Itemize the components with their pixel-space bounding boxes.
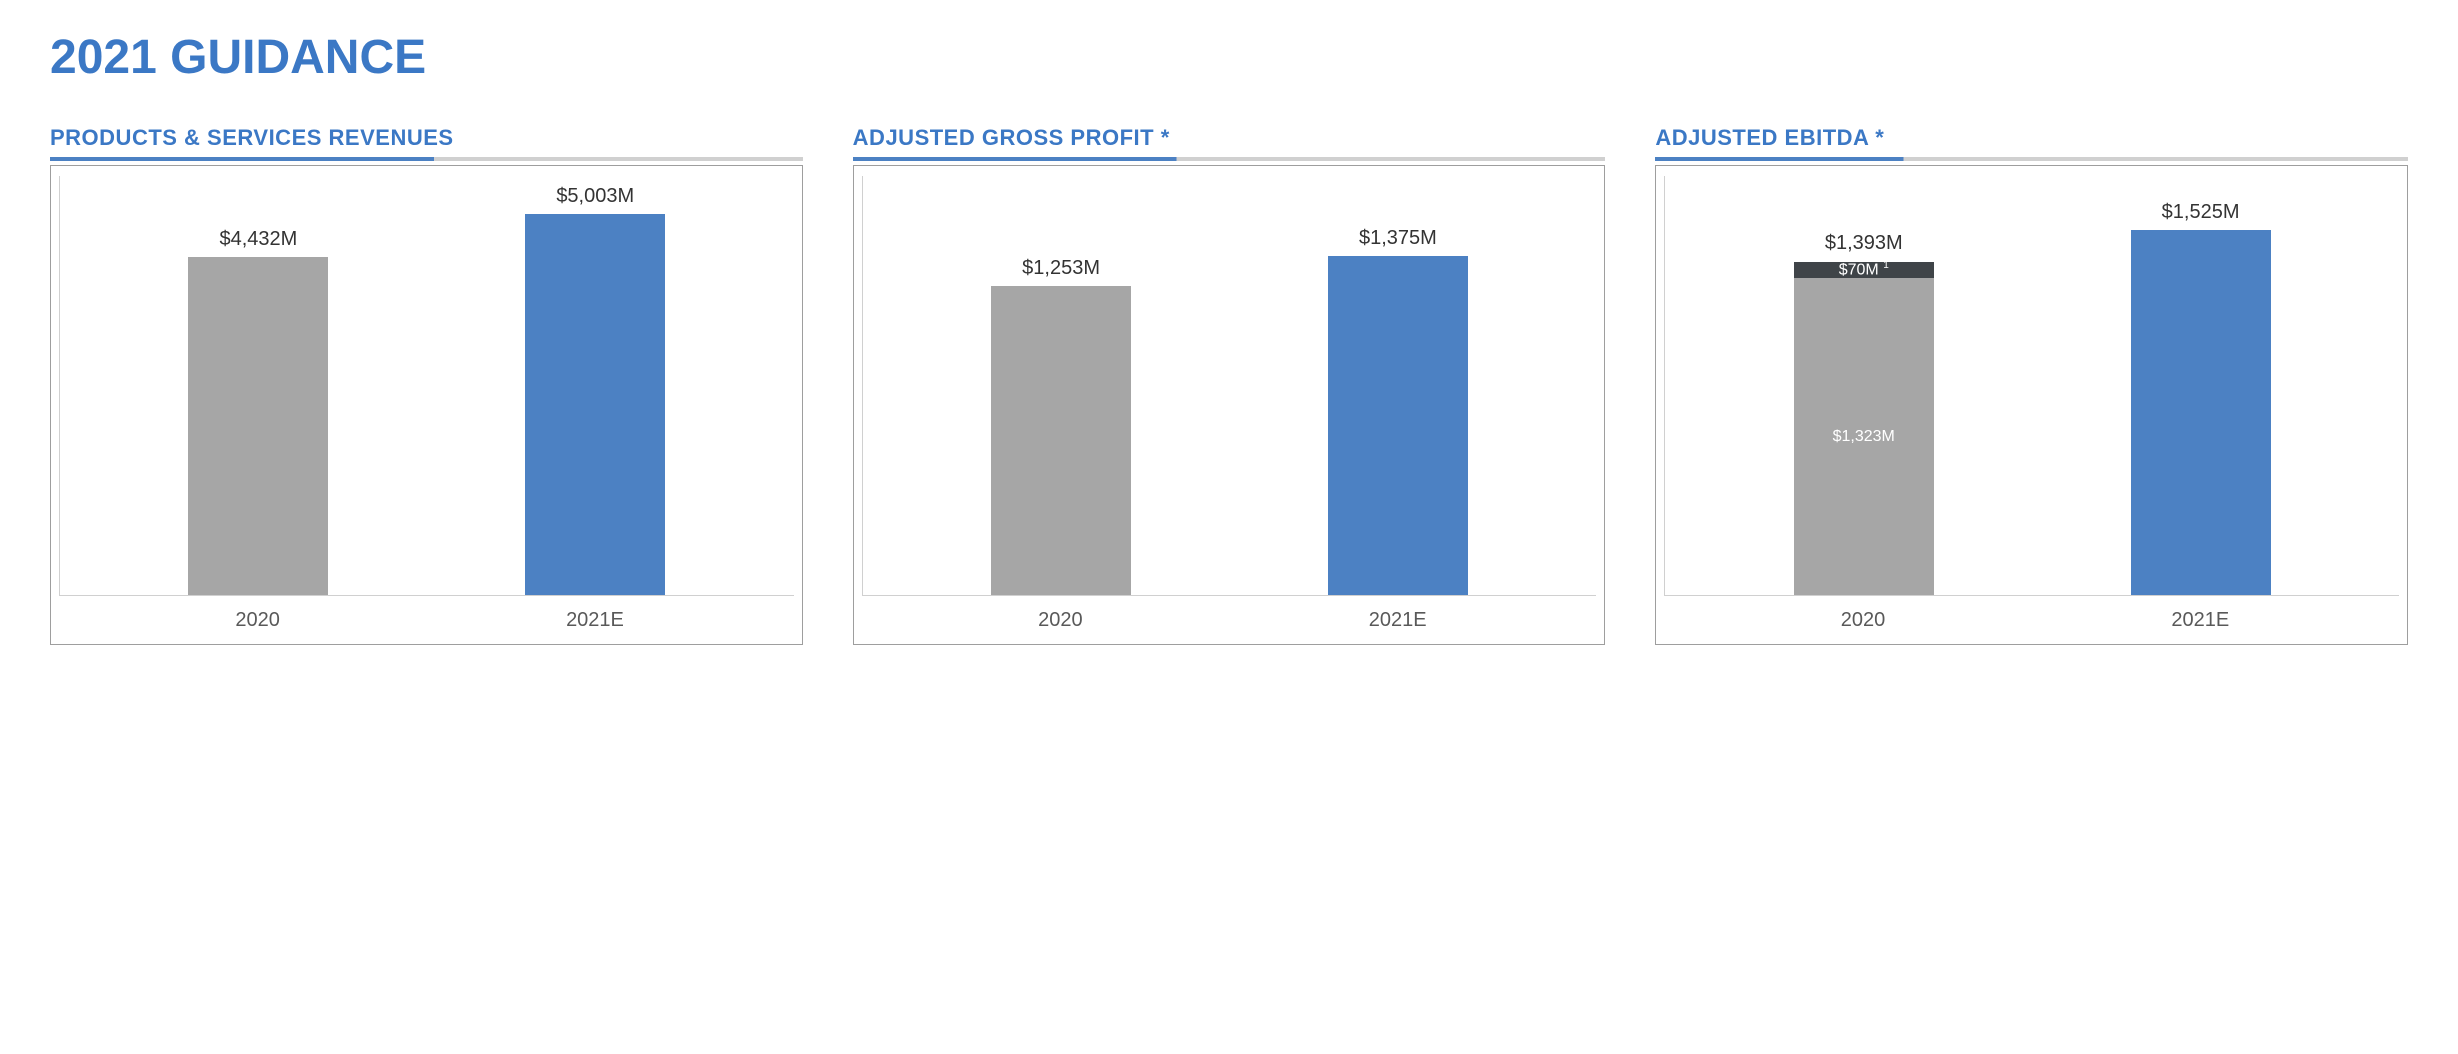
x-tick-label: 2021E: [1328, 609, 1468, 632]
x-axis: 2020 2021E: [1664, 596, 2399, 644]
x-tick-label: 2021E: [525, 609, 665, 632]
bar-segment-label-sup: 1: [1883, 260, 1889, 271]
bar-stack: [991, 286, 1131, 595]
chart-title: ADJUSTED EBITDA *: [1655, 125, 2408, 151]
bar-stack: [1328, 256, 1468, 595]
bar-segment: [525, 214, 665, 595]
chart-title-underline: [1655, 157, 2408, 161]
bar-group: $4,432M: [188, 176, 328, 595]
plot-area: $1,393M $70M 1 $1,323M $1,525M: [1664, 176, 2399, 596]
bar-value-label: $5,003M: [556, 185, 634, 208]
bars-container: $1,393M $70M 1 $1,323M $1,525M: [1665, 176, 2399, 595]
bar-value-label: $4,432M: [219, 228, 297, 251]
bar-group: $1,253M: [991, 176, 1131, 595]
x-tick-label: 2021E: [2130, 609, 2270, 632]
bar-segment-label: $70M 1: [1839, 260, 1889, 279]
chart-box: $1,253M $1,375M 2020 2021E: [853, 165, 1606, 645]
plot-area: $1,253M $1,375M: [862, 176, 1597, 596]
chart-title: PRODUCTS & SERVICES REVENUES: [50, 125, 803, 151]
chart-panel-revenues: PRODUCTS & SERVICES REVENUES $4,432M $5,00…: [50, 125, 803, 645]
bar-group: $5,003M: [525, 176, 665, 595]
page-title: 2021 GUIDANCE: [50, 30, 2408, 85]
x-tick-label: 2020: [990, 609, 1130, 632]
bar-stack: $70M 1 $1,323M: [1794, 261, 1934, 595]
chart-title: ADJUSTED GROSS PROFIT *: [853, 125, 1606, 151]
x-axis: 2020 2021E: [59, 596, 794, 644]
bars-container: $4,432M $5,003M: [60, 176, 794, 595]
bar-group: $1,375M: [1328, 176, 1468, 595]
bar-segment-label: $1,323M: [1833, 428, 1895, 446]
chart-box: $4,432M $5,003M 2020 2021E: [50, 165, 803, 645]
bar-stack: [525, 214, 665, 595]
charts-row: PRODUCTS & SERVICES REVENUES $4,432M $5,00…: [50, 125, 2408, 645]
bar-stack: [188, 257, 328, 595]
bar-segment: [2131, 230, 2271, 595]
chart-title-underline: [853, 157, 1606, 161]
x-axis: 2020 2021E: [862, 596, 1597, 644]
bar-segment: [188, 257, 328, 595]
bar-group: $1,393M $70M 1 $1,323M: [1794, 176, 1934, 595]
x-tick-label: 2020: [1793, 609, 1933, 632]
bar-stack: [2131, 230, 2271, 595]
chart-panel-ebitda: ADJUSTED EBITDA *$1,393M$70M 1$1,323M$1,…: [1655, 125, 2408, 645]
x-tick-label: 2020: [188, 609, 328, 632]
bar-segment: $70M 1: [1794, 262, 1934, 279]
chart-box: $1,393M $70M 1 $1,323M $1,525M 2020 2021E: [1655, 165, 2408, 645]
chart-title-underline: [50, 157, 803, 161]
bars-container: $1,253M $1,375M: [863, 176, 1597, 595]
bar-value-label: $1,375M: [1359, 227, 1437, 250]
bar-group: $1,525M: [2131, 176, 2271, 595]
bar-value-label: $1,393M: [1825, 232, 1903, 255]
plot-area: $4,432M $5,003M: [59, 176, 794, 596]
bar-segment: [1328, 256, 1468, 595]
bar-segment: $1,323M: [1794, 278, 1934, 595]
bar-value-label: $1,253M: [1022, 257, 1100, 280]
bar-value-label: $1,525M: [2162, 201, 2240, 224]
bar-segment: [991, 286, 1131, 595]
chart-panel-gross-profit: ADJUSTED GROSS PROFIT * $1,253M $1,375M 202…: [853, 125, 1606, 645]
